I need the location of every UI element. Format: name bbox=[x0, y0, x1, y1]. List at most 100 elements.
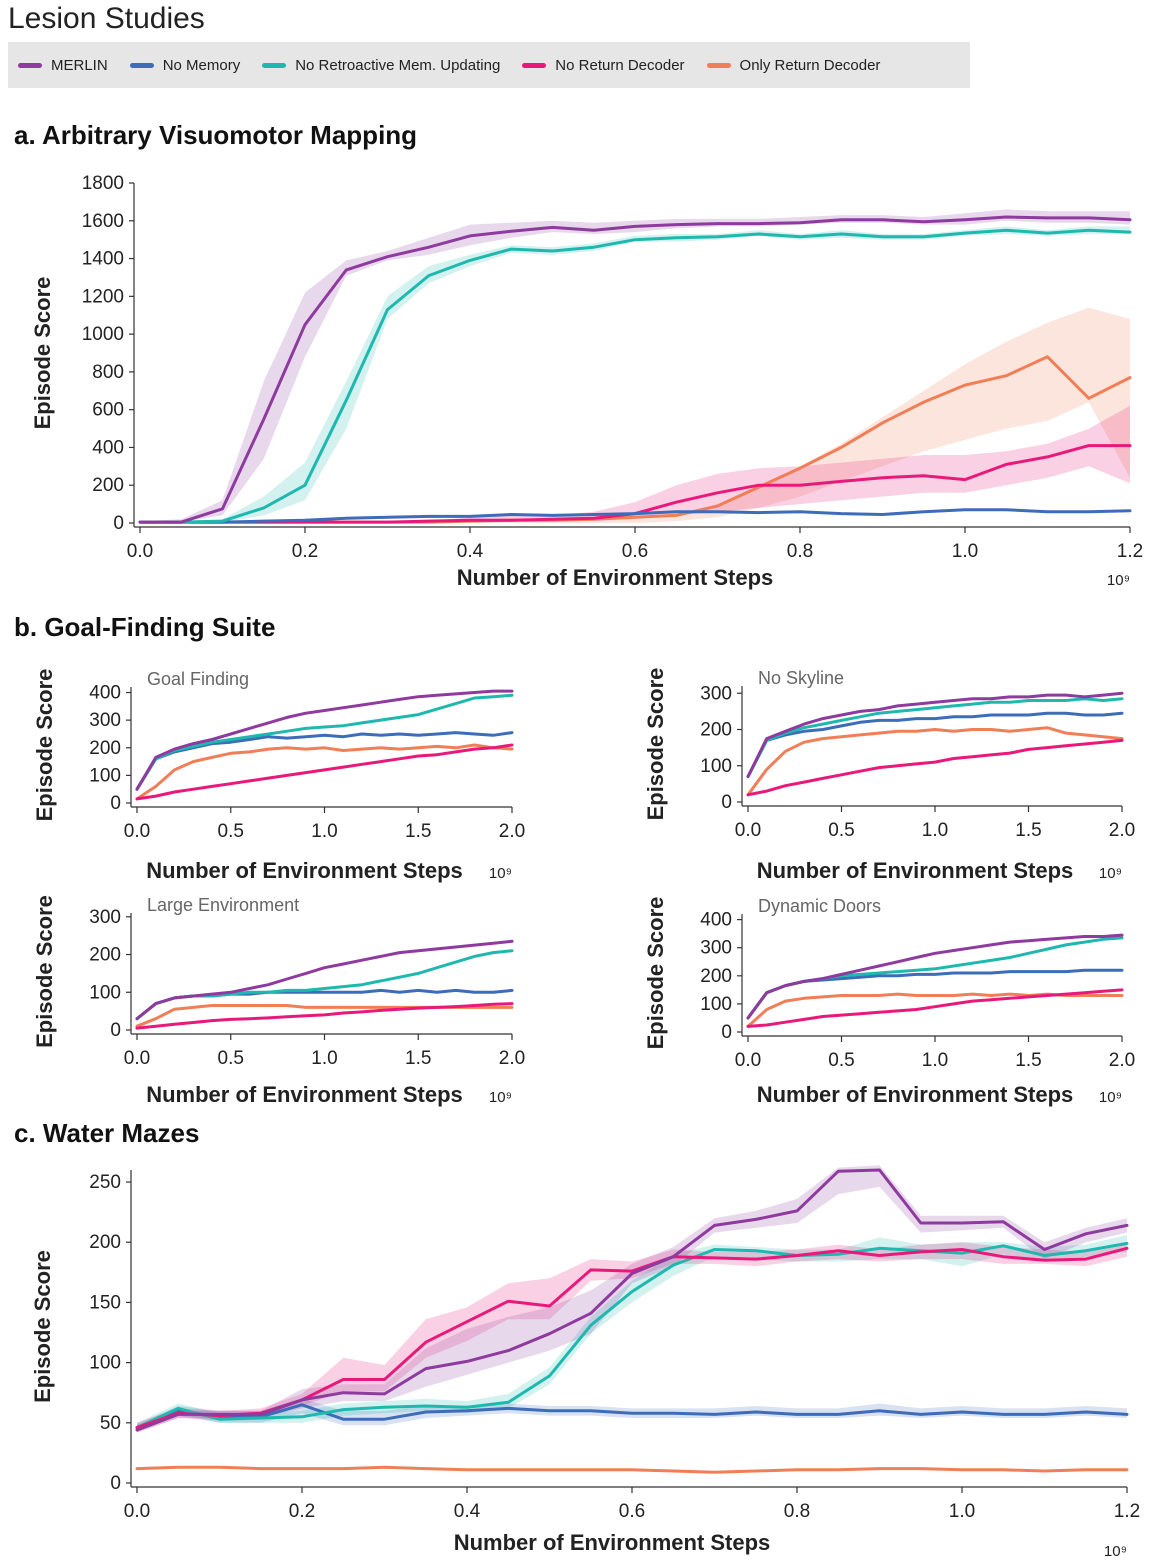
series-no-return-decoder bbox=[135, 1002, 514, 1030]
x-tick-label: 0.4 bbox=[457, 541, 484, 562]
x-multiplier-label: 10⁹ bbox=[489, 865, 512, 882]
section-title-a: a. Arbitrary Visuomotor Mapping bbox=[14, 120, 418, 150]
x-tick-label: 0.6 bbox=[622, 541, 648, 562]
x-axis-label: Number of Environment Steps bbox=[146, 1082, 463, 1107]
band-no-retroactive-mem-updating bbox=[137, 1235, 1127, 1433]
x-tick-label: 1.2 bbox=[1117, 541, 1143, 562]
y-tick-label: 100 bbox=[89, 1353, 121, 1374]
band-merlin bbox=[140, 209, 1130, 523]
band-no-memory bbox=[137, 1398, 1127, 1432]
legend-label: MERLIN bbox=[51, 56, 108, 74]
y-tick-label: 300 bbox=[89, 710, 121, 731]
y-tick-label: 400 bbox=[700, 910, 732, 931]
x-tick-label: 2.0 bbox=[1109, 1050, 1135, 1071]
x-tick-label: 1.5 bbox=[1015, 820, 1041, 841]
x-tick-label: 0.2 bbox=[289, 1501, 315, 1522]
chart-dynamic-doors: 0 100 200 300 400 0.0 0.5 1.0 1.5 2.0 Number of En… bbox=[643, 896, 1135, 1107]
series-merlin bbox=[746, 933, 1124, 1020]
y-tick-label: 200 bbox=[89, 738, 121, 759]
x-axis-label: Number of Environment Steps bbox=[146, 858, 463, 883]
y-tick-label: 0 bbox=[113, 513, 124, 534]
x-tick-label: 1.0 bbox=[311, 1048, 337, 1069]
x-tick-label: 0.0 bbox=[124, 1501, 150, 1522]
legend-swatch bbox=[522, 62, 547, 68]
x-tick-label: 1.0 bbox=[952, 541, 978, 562]
y-tick-label: 250 bbox=[89, 1172, 121, 1193]
section-title-c: c. Water Mazes bbox=[14, 1118, 200, 1148]
panel-title: Large Environment bbox=[147, 895, 299, 915]
y-tick-label: 1400 bbox=[82, 249, 124, 270]
x-tick-label: 1.0 bbox=[922, 1050, 948, 1071]
y-tick-label: 200 bbox=[89, 1232, 121, 1253]
x-tick-label: 0.5 bbox=[828, 820, 854, 841]
y-axis-label: Episode Score bbox=[30, 277, 55, 430]
y-tick-label: 400 bbox=[89, 683, 121, 704]
x-axis-label: Number of Environment Steps bbox=[454, 1530, 771, 1555]
chart-large-environment: 0 100 200 300 0.0 0.5 1.0 1.5 2.0 Number of Envir… bbox=[32, 895, 525, 1107]
x-tick-label: 1.5 bbox=[405, 1048, 431, 1069]
legend-swatch bbox=[18, 62, 42, 68]
x-tick-label: 0.0 bbox=[735, 1050, 761, 1071]
x-tick-label: 2.0 bbox=[1109, 820, 1135, 841]
x-tick-label: 1.0 bbox=[311, 821, 337, 842]
x-tick-label: 0.6 bbox=[619, 1501, 645, 1522]
series-no-return-decoder bbox=[135, 743, 514, 801]
y-tick-label: 400 bbox=[92, 437, 124, 458]
y-tick-label: 1200 bbox=[82, 286, 124, 307]
legend-item-merlin: MERLIN bbox=[18, 57, 108, 74]
series-no-retroactive-mem-updating bbox=[746, 697, 1124, 779]
x-tick-label: 0.0 bbox=[127, 541, 153, 562]
series-no-memory bbox=[746, 711, 1124, 779]
y-axis-label: Episode Score bbox=[32, 669, 57, 822]
x-axis-label: Number of Environment Steps bbox=[457, 565, 774, 590]
y-tick-label: 800 bbox=[92, 362, 124, 383]
y-tick-label: 0 bbox=[110, 1473, 121, 1494]
x-axis-label: Number of Environment Steps bbox=[757, 1082, 1074, 1107]
x-tick-label: 0.4 bbox=[454, 1501, 481, 1522]
y-tick-label: 200 bbox=[89, 945, 121, 966]
x-multiplier-label: 10⁹ bbox=[1099, 1089, 1122, 1106]
y-tick-label: 200 bbox=[700, 720, 732, 741]
series-line bbox=[746, 738, 1124, 797]
series-line bbox=[135, 689, 514, 791]
series-merlin bbox=[746, 691, 1124, 779]
y-tick-label: 300 bbox=[89, 907, 121, 928]
legend-swatch bbox=[262, 62, 287, 68]
x-tick-label: 1.5 bbox=[405, 821, 431, 842]
series-merlin bbox=[135, 939, 514, 1021]
y-tick-label: 50 bbox=[100, 1413, 121, 1434]
series-line bbox=[746, 992, 1124, 1028]
y-tick-label: 0 bbox=[721, 792, 732, 813]
x-multiplier-label: 10⁹ bbox=[489, 1089, 512, 1106]
x-tick-label: 1.5 bbox=[1015, 1050, 1041, 1071]
x-tick-label: 0.8 bbox=[784, 1501, 810, 1522]
y-axis-label: Episode Score bbox=[643, 668, 668, 821]
series-merlin bbox=[138, 215, 1132, 524]
section-title-b: b. Goal-Finding Suite bbox=[14, 612, 276, 642]
legend-label: No Retroactive Mem. Updating bbox=[295, 56, 501, 74]
series-line bbox=[746, 691, 1124, 779]
series-no-memory bbox=[138, 508, 1132, 524]
panel-title: Dynamic Doors bbox=[758, 896, 881, 916]
legend-swatch bbox=[706, 62, 731, 68]
y-tick-label: 100 bbox=[89, 982, 121, 1003]
y-tick-label: 0 bbox=[110, 793, 121, 814]
x-tick-label: 2.0 bbox=[499, 1048, 525, 1069]
panel-title: Goal Finding bbox=[147, 669, 249, 689]
x-tick-label: 0.0 bbox=[124, 821, 150, 842]
x-tick-label: 1.2 bbox=[1114, 1501, 1140, 1522]
legend-label: No Return Decoder bbox=[555, 56, 685, 74]
series-line bbox=[746, 697, 1124, 779]
y-tick-label: 0 bbox=[721, 1022, 732, 1043]
series-merlin bbox=[135, 689, 514, 791]
y-tick-label: 100 bbox=[89, 765, 121, 786]
y-tick-label: 1000 bbox=[82, 324, 124, 345]
legend-label: Only Return Decoder bbox=[739, 56, 881, 74]
y-tick-label: 600 bbox=[92, 400, 124, 421]
series-line bbox=[135, 743, 514, 801]
x-multiplier-label: 10⁹ bbox=[1107, 572, 1130, 589]
x-tick-label: 0.5 bbox=[218, 821, 244, 842]
y-tick-label: 100 bbox=[700, 756, 732, 777]
series-merlin bbox=[135, 1168, 1129, 1432]
